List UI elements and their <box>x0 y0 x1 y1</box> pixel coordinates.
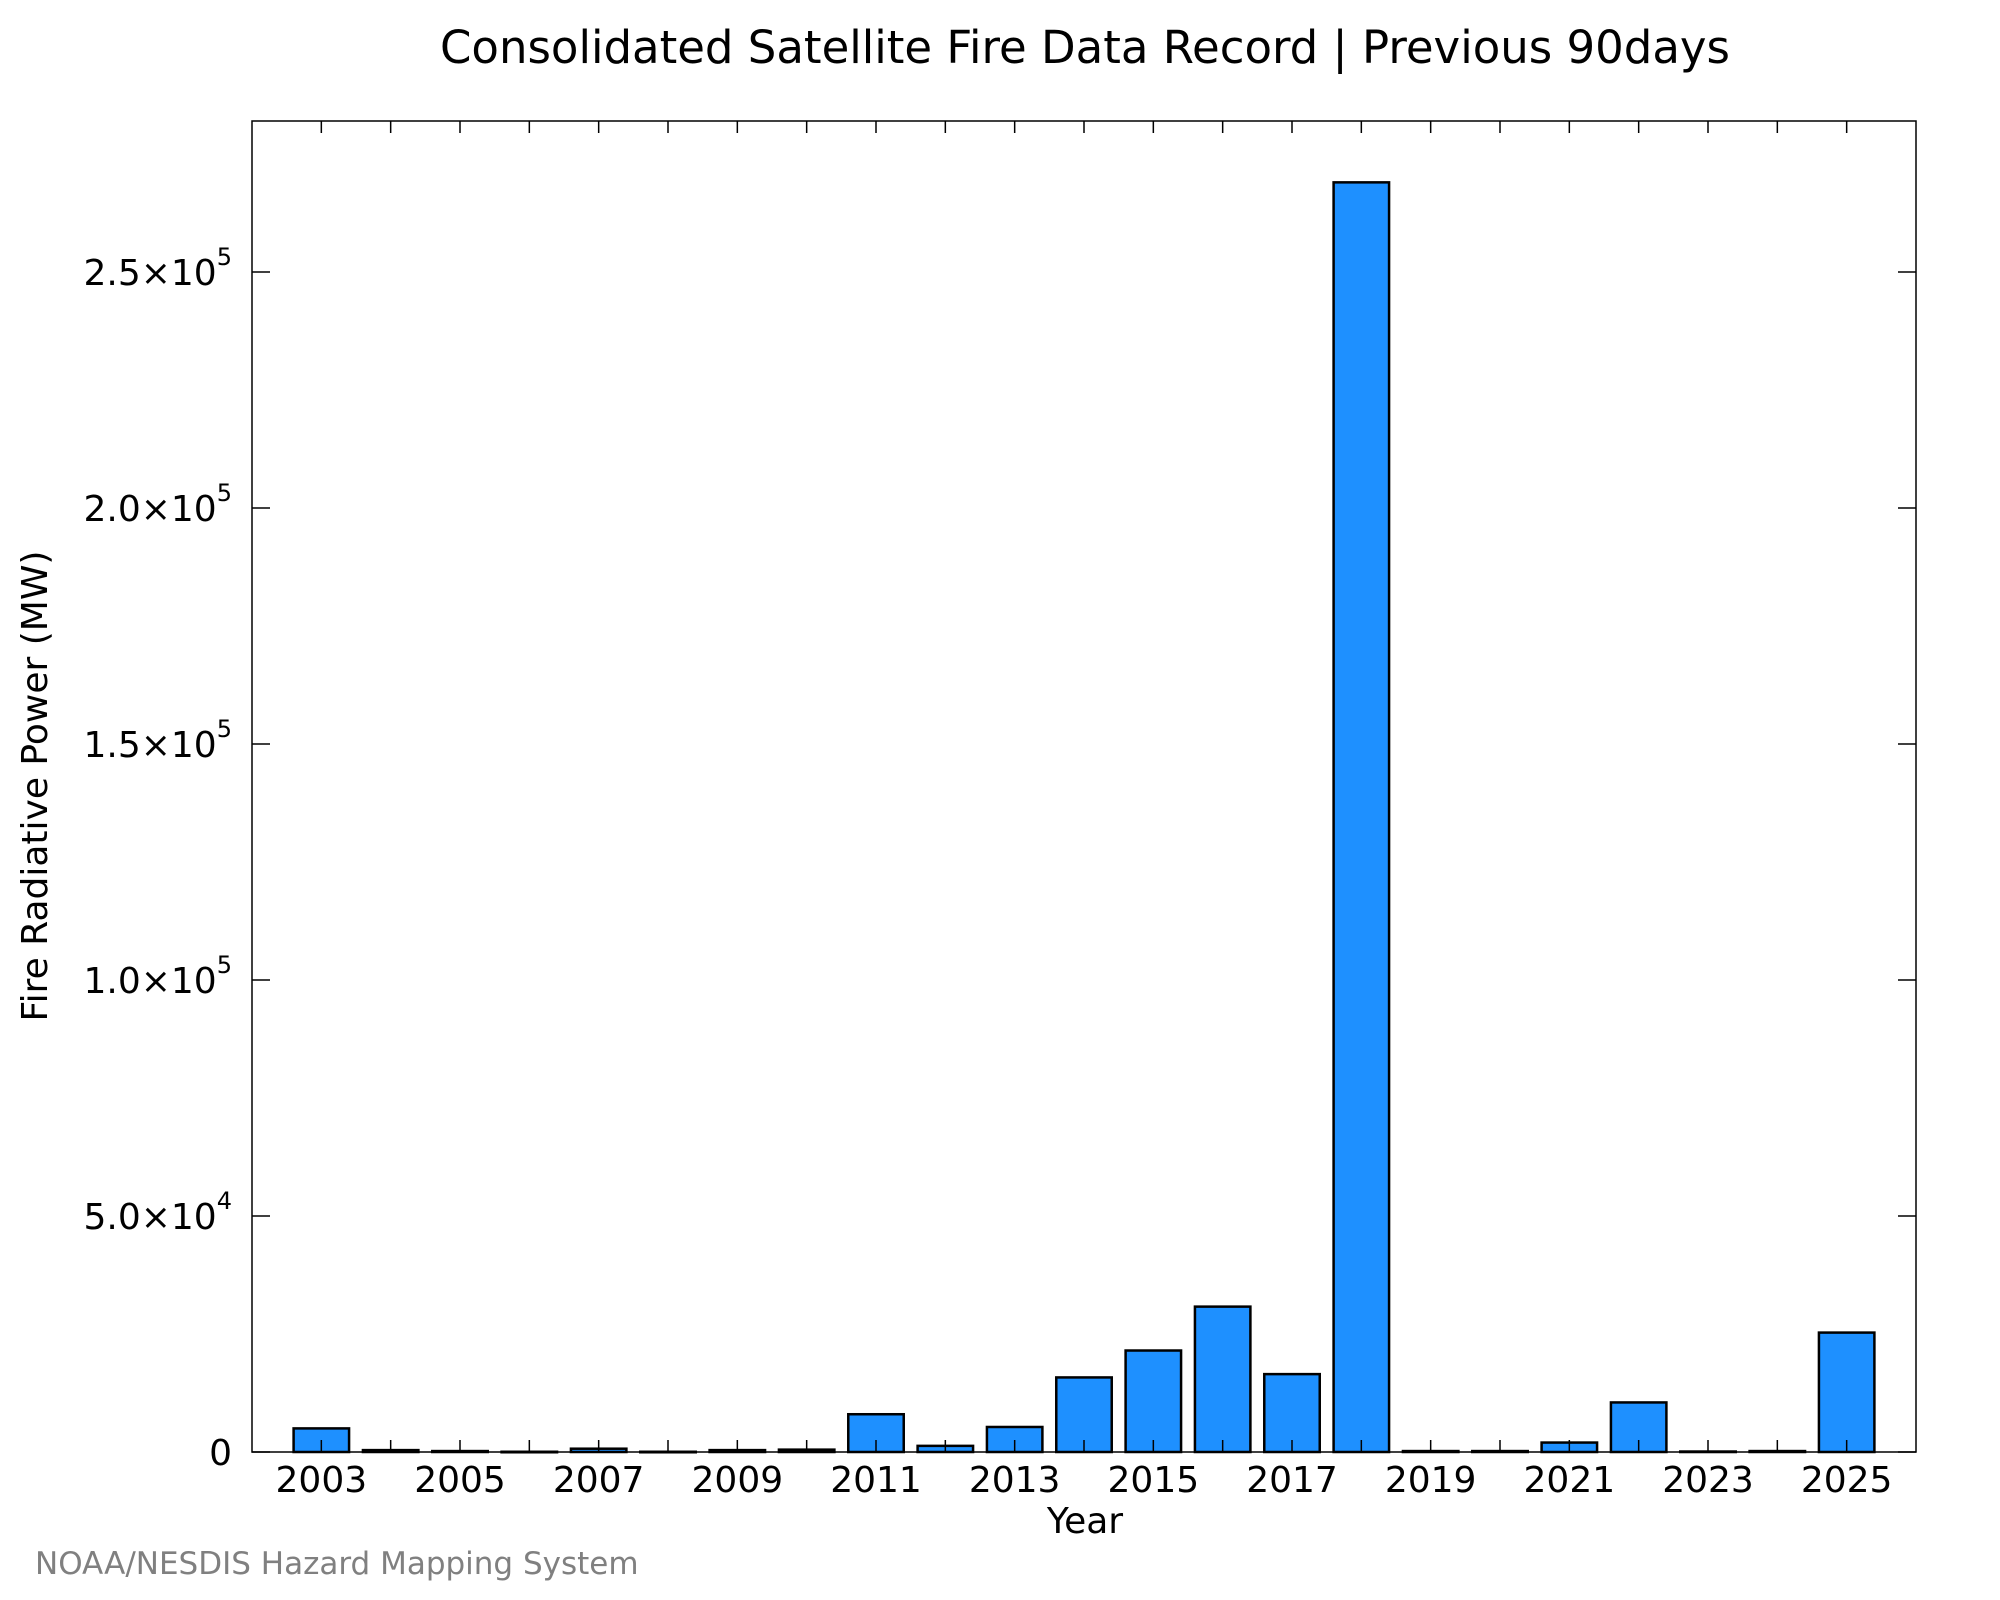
bar-2025 <box>1817 1331 1876 1454</box>
bar-2016 <box>1193 1305 1252 1454</box>
y-tick-label: 1.0×105 <box>83 951 232 1002</box>
x-tick-label: 2025 <box>1801 1460 1893 1501</box>
x-tick-label: 2007 <box>553 1460 645 1501</box>
x-tick-label: 2013 <box>969 1460 1061 1501</box>
x-tick-label: 2017 <box>1246 1460 1338 1501</box>
y-tick-label: 5.0×104 <box>83 1187 232 1238</box>
plot-frame <box>251 120 1917 1453</box>
bar-2018 <box>1332 181 1391 1454</box>
y-axis-ticks: 0 5.0×104 1.0×105 1.5×105 2.0×105 2.5×105 <box>83 243 1916 1474</box>
bar-2014 <box>1055 1376 1113 1454</box>
y-tick-label: 2.0×105 <box>83 479 232 530</box>
y-tick-label: 1.5×105 <box>83 715 232 766</box>
x-axis-title: Year <box>1046 1501 1123 1542</box>
x-axis-ticks: 2003 2005 2007 2009 2011 2013 2015 2017 2019 2021… <box>276 121 1893 1501</box>
y-tick-label: 0 <box>209 1433 232 1474</box>
y-tick-label: 2.5×105 <box>83 243 232 294</box>
bars <box>292 181 1876 1454</box>
x-tick-label: 2023 <box>1662 1460 1754 1501</box>
x-tick-label: 2003 <box>276 1460 368 1501</box>
x-tick-label: 2021 <box>1524 1460 1616 1501</box>
x-tick-label: 2015 <box>1108 1460 1200 1501</box>
x-tick-label: 2019 <box>1385 1460 1477 1501</box>
x-tick-label: 2009 <box>692 1460 784 1501</box>
y-axis-title: Fire Radiative Power (MW) <box>15 551 56 1022</box>
bar-2015 <box>1124 1349 1183 1454</box>
chart-title: Consolidated Satellite Fire Data Record … <box>440 21 1730 74</box>
x-tick-label: 2005 <box>414 1460 506 1501</box>
x-tick-label: 2011 <box>830 1460 922 1501</box>
credit-text: NOAA/NESDIS Hazard Mapping System <box>35 1546 639 1582</box>
